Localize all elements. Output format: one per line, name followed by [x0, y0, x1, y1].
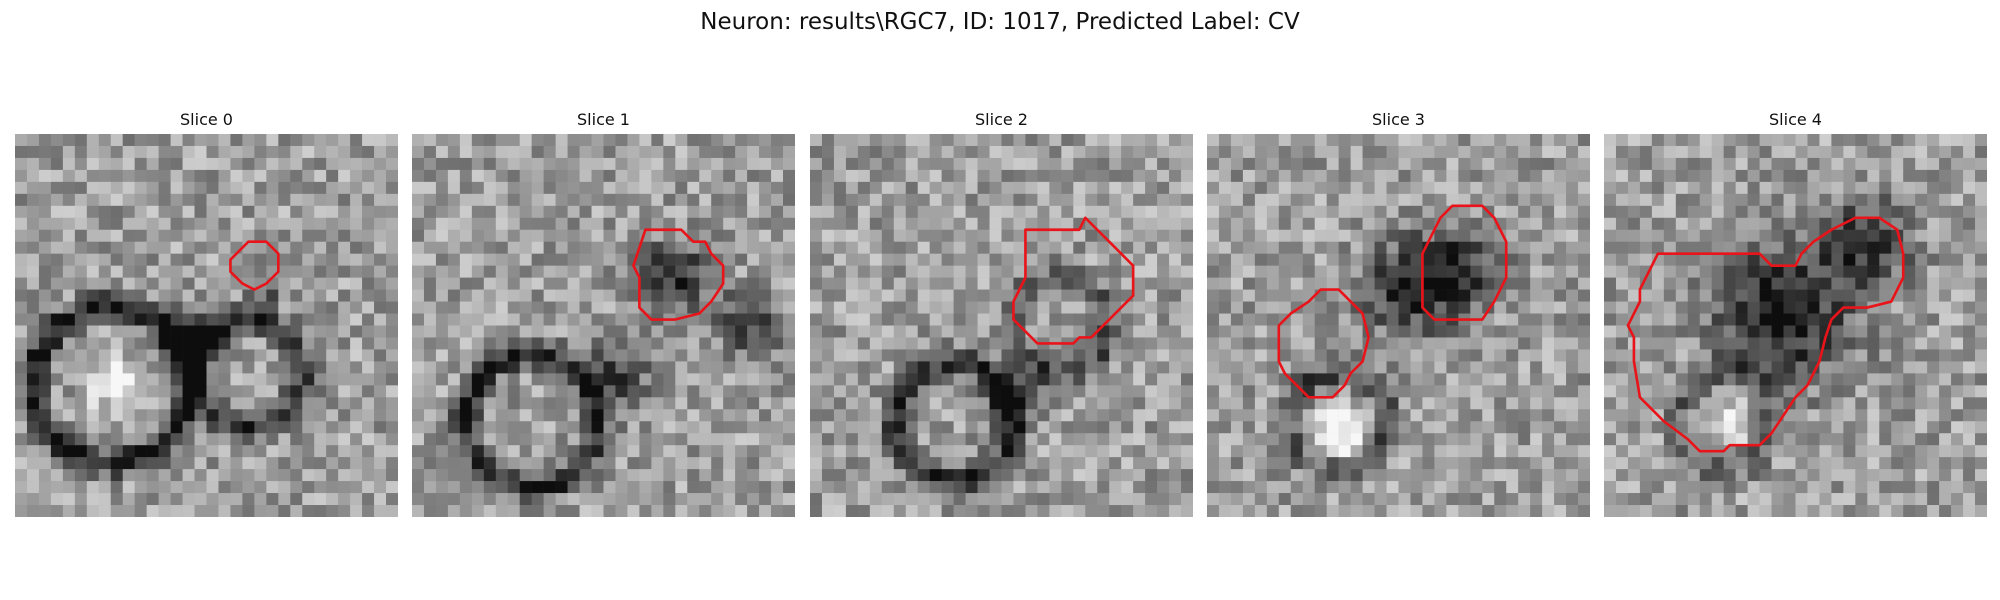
roi-contour-3-0 — [1421, 204, 1508, 321]
slice-image-1 — [412, 134, 795, 517]
roi-contour-0-0 — [229, 240, 280, 291]
figure-title: Neuron: results\RGC7, ID: 1017, Predicte… — [700, 9, 1300, 35]
slice-image-2 — [810, 134, 1193, 517]
slice-panel-4: Slice 4 — [1604, 108, 1987, 517]
slice-pixels-4 — [1604, 134, 1987, 517]
slice-image-3 — [1207, 134, 1590, 517]
slice-title-4: Slice 4 — [1769, 110, 1822, 129]
roi-contour-1-0 — [632, 228, 725, 321]
slice-panel-2: Slice 2 — [810, 108, 1193, 517]
slice-title-0: Slice 0 — [180, 110, 233, 129]
roi-contour-2-0 — [1012, 216, 1135, 345]
slice-pixels-0 — [15, 134, 398, 517]
slice-pixels-3 — [1207, 134, 1590, 517]
slice-image-4 — [1604, 134, 1987, 517]
slice-title-2: Slice 2 — [975, 110, 1028, 129]
slice-title-1: Slice 1 — [577, 110, 630, 129]
slice-title-3: Slice 3 — [1372, 110, 1425, 129]
slice-image-0 — [15, 134, 398, 517]
slice-panel-3: Slice 3 — [1207, 108, 1590, 517]
slice-panel-1: Slice 1 — [412, 108, 795, 517]
roi-contour-4-0 — [1626, 216, 1905, 453]
roi-contour-3-1 — [1277, 288, 1370, 399]
slice-pixels-1 — [412, 134, 795, 517]
slice-panel-0: Slice 0 — [15, 108, 398, 517]
slice-pixels-2 — [810, 134, 1193, 517]
